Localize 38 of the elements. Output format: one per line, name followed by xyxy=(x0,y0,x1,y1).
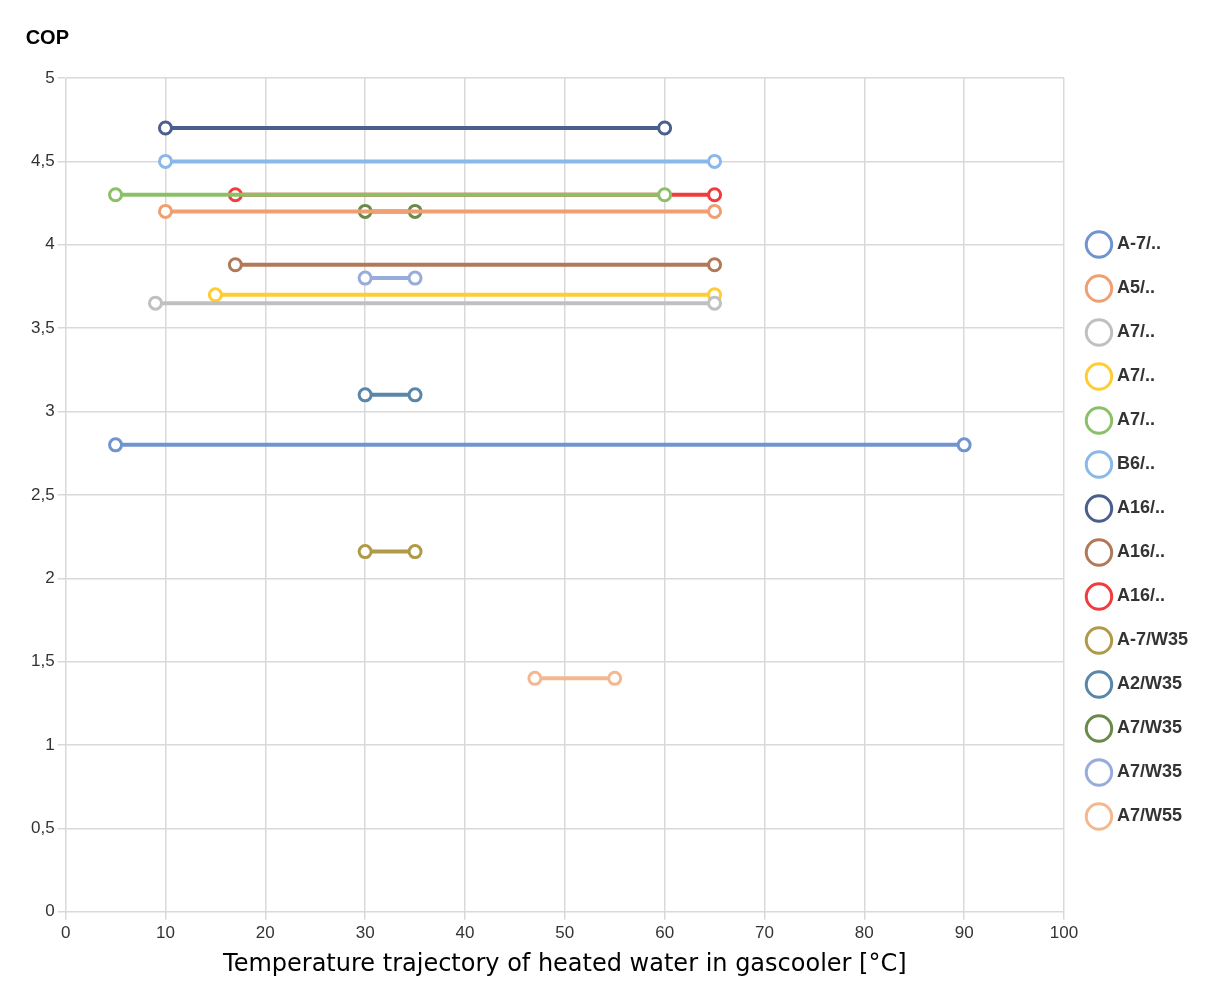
x-tick-label: 10 xyxy=(156,922,175,942)
y-tick-label: 4,5 xyxy=(30,151,55,171)
x-tick-label: 50 xyxy=(555,922,575,942)
x-tick-label: 40 xyxy=(455,922,475,942)
legend-label: A7/W35 xyxy=(1116,761,1183,782)
legend-label: A-7/W35 xyxy=(1116,629,1188,650)
y-axis-title: COP xyxy=(25,25,69,48)
legend-label: A16/.. xyxy=(1116,541,1166,562)
x-tick-label: 90 xyxy=(954,922,974,942)
x-tick-label: 70 xyxy=(755,922,774,942)
x-tick-label: 80 xyxy=(854,922,874,942)
y-tick-label: 2 xyxy=(45,567,55,587)
y-tick-label: 1 xyxy=(45,734,55,754)
x-tick-label: 0 xyxy=(60,922,71,942)
x-axis-title: Temperature trajectory of heated water in gascooler [°C] xyxy=(222,948,907,977)
legend-label: A2/W35 xyxy=(1116,673,1183,694)
y-tick-label: 5 xyxy=(45,67,55,87)
x-tick-label: 20 xyxy=(255,922,275,942)
y-tick-label: 0 xyxy=(45,901,55,921)
y-tick-label: 4 xyxy=(45,234,55,254)
x-tick-label: 60 xyxy=(655,922,675,942)
legend-label: A7/W55 xyxy=(1116,805,1183,826)
y-tick-label: 3,5 xyxy=(30,317,55,337)
legend-label: A7/.. xyxy=(1116,321,1155,342)
legend-label: A7/W35 xyxy=(1116,717,1183,738)
y-tick-label: 1,5 xyxy=(30,651,55,671)
legend-label: A16/.. xyxy=(1116,585,1166,606)
x-tick-label: 30 xyxy=(355,922,375,942)
y-tick-label: 2,5 xyxy=(30,484,55,504)
legend-label: A16/.. xyxy=(1116,497,1166,518)
legend-label: B6/.. xyxy=(1116,453,1155,474)
x-tick-label: 100 xyxy=(1049,922,1079,942)
legend-label: A7/.. xyxy=(1116,409,1155,430)
y-tick-label: 3 xyxy=(45,401,55,421)
legend-label: A-7/.. xyxy=(1116,233,1161,254)
legend-label: A5/.. xyxy=(1116,277,1155,298)
legend-label: A7/.. xyxy=(1116,365,1155,386)
y-tick-label: 0,5 xyxy=(30,818,55,838)
